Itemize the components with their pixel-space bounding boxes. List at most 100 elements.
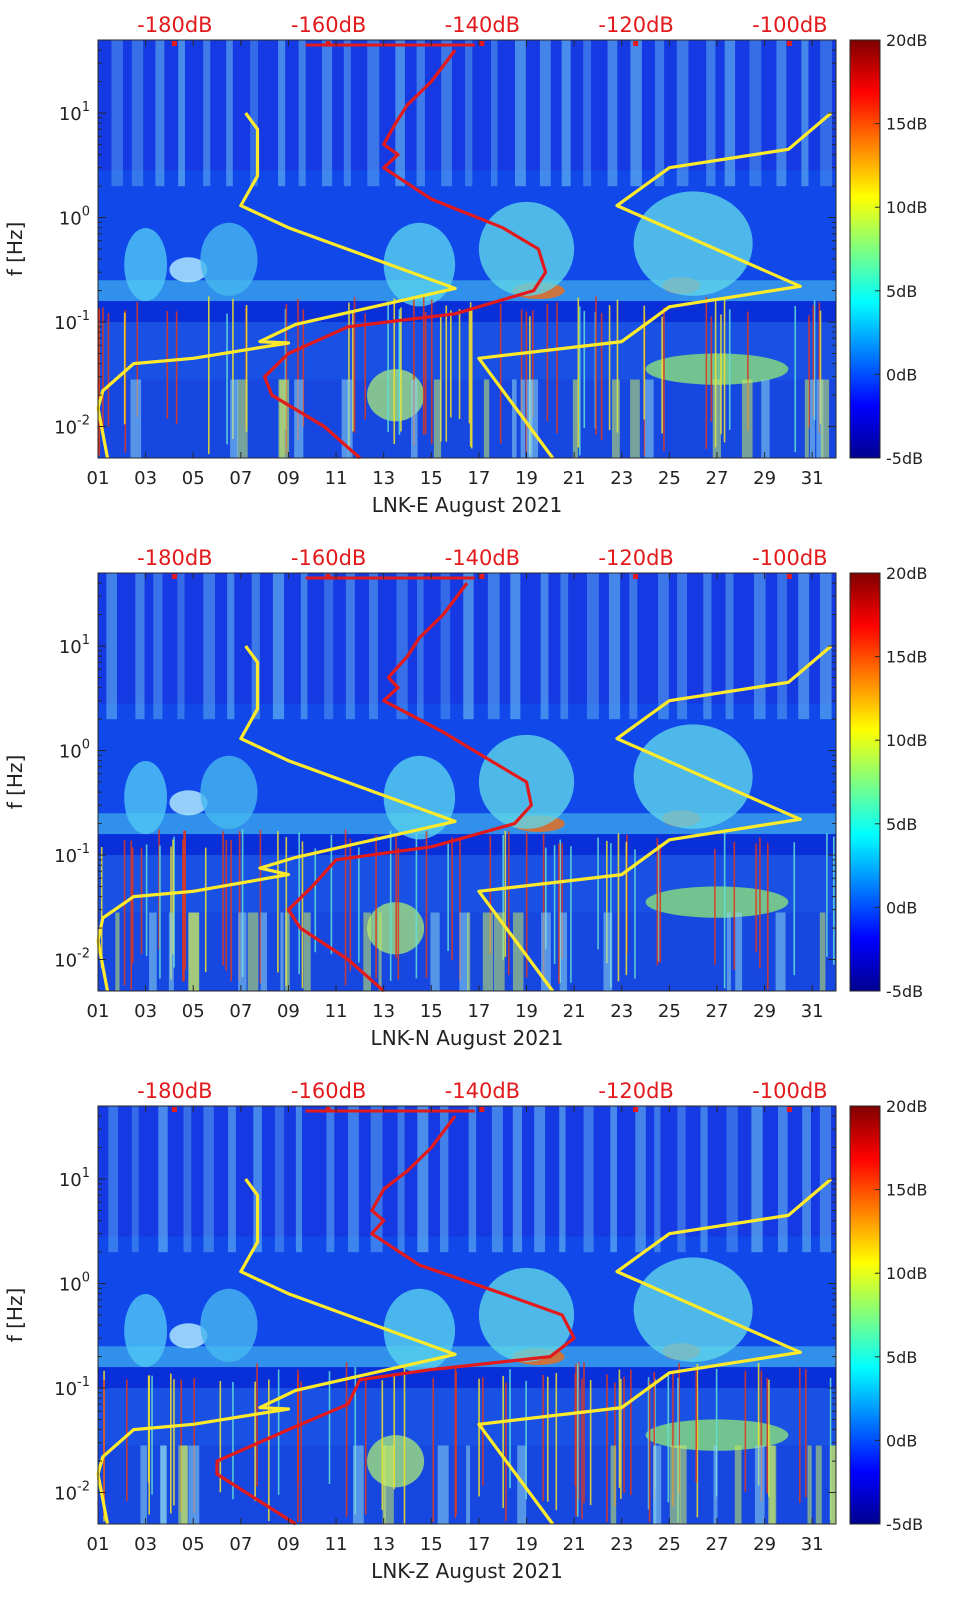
heatmap-streak: [776, 40, 787, 187]
y-tick-label: 100: [59, 205, 90, 230]
heatmap-streak: [278, 40, 286, 187]
heatmap-streak: [629, 573, 638, 720]
heatmap-streak: [677, 1106, 686, 1253]
top-axis-label: -140dB: [445, 1079, 520, 1103]
heatmap-column: [653, 1445, 657, 1524]
colorbar-label: 0dB: [886, 1431, 917, 1450]
x-tick-label: 29: [753, 1534, 776, 1555]
x-tick-label: 13: [372, 468, 395, 489]
heatmap-streak: [345, 573, 355, 720]
heatmap-column: [769, 1445, 777, 1524]
heatmap-streak: [512, 1106, 523, 1253]
heatmap-streak: [417, 1106, 429, 1253]
heatmap-streak: [751, 1106, 763, 1253]
heatmap-streak: [820, 40, 833, 187]
heatmap-column: [437, 1445, 449, 1524]
heatmap-blob: [633, 724, 753, 829]
x-tick-label: 25: [658, 468, 681, 489]
top-axis-tick: [479, 1107, 485, 1112]
colorbar-label: 10dB: [886, 1264, 928, 1283]
top-axis-label: -100dB: [752, 1079, 827, 1103]
heatmap-blob: [169, 257, 208, 283]
heatmap-streak: [183, 1106, 192, 1253]
heatmap-streak: [158, 1106, 168, 1253]
x-tick-label: 05: [182, 468, 205, 489]
heatmap-streak: [700, 1106, 708, 1253]
top-axis-tick: [171, 41, 177, 46]
heatmap-column: [713, 1445, 718, 1524]
heatmap-column: [430, 912, 440, 991]
heatmap-streak: [203, 40, 211, 187]
heatmap-streak: [463, 573, 474, 720]
heatmap-column: [559, 912, 568, 991]
x-tick-label: 07: [229, 468, 252, 489]
heatmap-column: [341, 379, 349, 458]
heatmap-streak: [654, 1106, 661, 1253]
heatmap-band: [98, 1106, 836, 1237]
heatmap-streak: [706, 40, 716, 187]
heatmap-blob: [200, 1288, 258, 1362]
heatmap-streak: [347, 1106, 359, 1253]
heatmap-streak: [749, 40, 762, 187]
heatmap-column: [149, 912, 157, 991]
heatmap-column: [512, 379, 517, 458]
heatmap-streak: [274, 1106, 285, 1253]
colorbar-label: 20dB: [886, 564, 928, 583]
top-axis-label: -160dB: [291, 546, 366, 570]
heatmap-streak: [539, 40, 551, 187]
heatmap-streak: [610, 1106, 617, 1253]
heatmap-streak: [490, 40, 498, 187]
heatmap-band: [98, 280, 836, 302]
heatmap: [98, 573, 836, 991]
heatmap-streak: [801, 40, 809, 187]
colorbar-label: 15dB: [886, 115, 928, 134]
heatmap-column: [754, 1445, 765, 1524]
heatmap-blob: [200, 755, 258, 829]
heatmap-streak: [725, 573, 734, 720]
heatmap-streak: [491, 1106, 503, 1253]
heatmap-column: [352, 1445, 364, 1524]
series-line-1: [477, 644, 833, 992]
heatmap-streak: [726, 1106, 738, 1253]
heatmap-streak: [440, 1106, 449, 1253]
x-tick-label: 07: [229, 1534, 252, 1555]
heatmap-column: [820, 379, 830, 458]
heatmap-column: [816, 379, 824, 458]
heatmap-streak: [608, 573, 621, 720]
x-tick-label: 21: [563, 1534, 586, 1555]
heatmap-column: [188, 1445, 200, 1524]
colorbar-label: 20dB: [886, 31, 928, 50]
colorbar-label: 5dB: [886, 1348, 917, 1367]
heatmap-band: [98, 813, 836, 835]
x-tick-label: 21: [563, 1001, 586, 1022]
heatmap-column: [815, 1445, 822, 1524]
heatmap-column: [611, 379, 620, 458]
x-tick-label: 13: [372, 1001, 395, 1022]
heatmap-blob: [367, 369, 425, 422]
top-axis-tick: [633, 41, 639, 46]
heatmap-streak: [228, 1106, 236, 1253]
y-tick-label: 101: [59, 1166, 90, 1191]
y-tick-label: 10-1: [54, 842, 90, 867]
x-tick-label: 27: [706, 1001, 729, 1022]
heatmap-streak: [777, 1106, 788, 1253]
heatmap-streak: [676, 40, 689, 187]
heatmap-streak: [510, 573, 521, 720]
heatmap-column: [734, 1445, 742, 1524]
x-tick-label: 25: [658, 1534, 681, 1555]
heatmap-streak: [819, 1106, 832, 1253]
heatmap-blob: [478, 201, 575, 296]
heatmap-column: [680, 1445, 687, 1524]
heatmap-streak: [298, 40, 306, 187]
heatmap-column: [541, 912, 551, 991]
heatmap-streak: [798, 573, 810, 720]
heatmap-streak: [155, 40, 165, 187]
heatmap-streak: [395, 40, 405, 187]
top-axis-tick: [633, 574, 639, 579]
heatmap-column: [115, 912, 120, 991]
top-axis-label: -100dB: [752, 546, 827, 570]
heatmap-band: [98, 40, 836, 171]
heatmap-streak: [583, 40, 592, 187]
heatmap-streak: [250, 40, 258, 187]
x-tick-label: 31: [801, 468, 824, 489]
